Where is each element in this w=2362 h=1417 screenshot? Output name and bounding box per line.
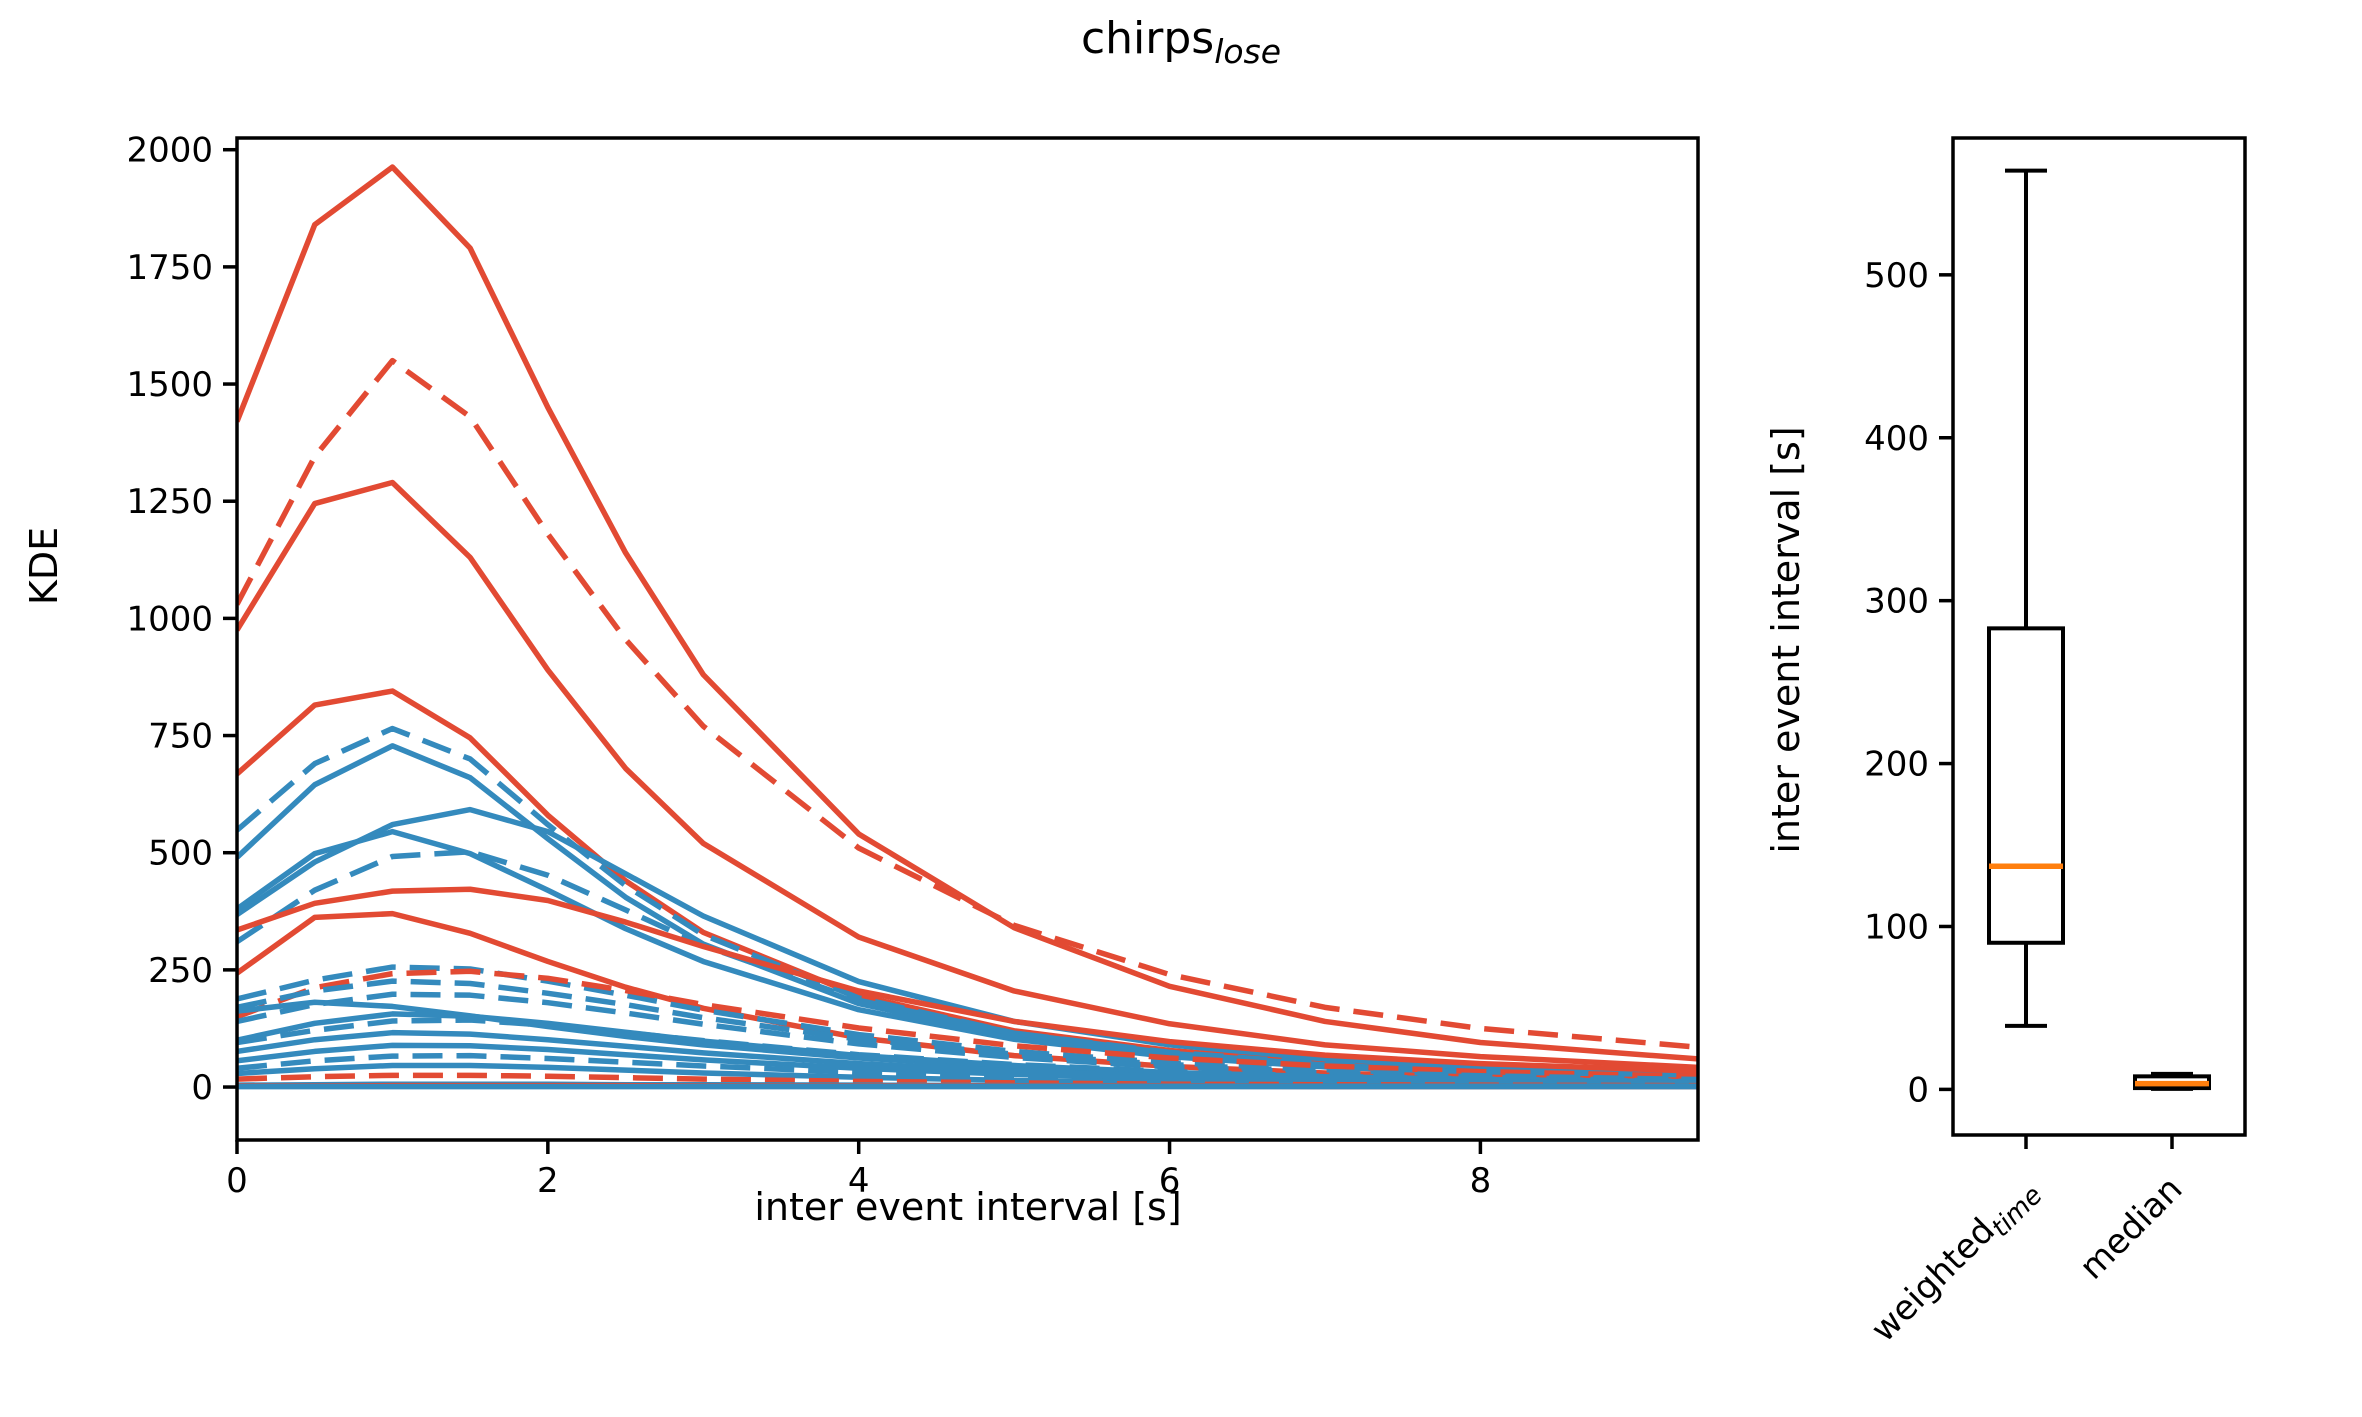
kde-x-axis-label: inter event interval [s] <box>754 1185 1182 1229</box>
kde-curve-red-solid-01 <box>237 164 1698 1062</box>
kde-x-tick-label: 2 <box>537 1161 559 1201</box>
box-spines <box>1951 136 2247 1137</box>
kde-curve-blue-dashed-21 <box>237 1052 1698 1088</box>
box-category-label: weightedtime <box>1863 1169 2048 1354</box>
box-y-tick-label: 0 <box>1907 1070 1929 1110</box>
kde-curves-group <box>237 164 1698 1090</box>
kde-curve-red-solid-03 <box>237 479 1698 1071</box>
box-y-tick-label: 100 <box>1864 907 1929 947</box>
box-y-tick-label: 400 <box>1864 419 1929 459</box>
kde-curve-red-dashed-02 <box>237 357 1698 1050</box>
kde-y-tick-label: 2000 <box>126 131 213 171</box>
figure-title-subscript: lose <box>1214 32 1282 71</box>
box-rect <box>1987 626 2065 945</box>
kde-x-tick-label: 4 <box>848 1161 870 1201</box>
kde-y-tick-label: 1000 <box>126 599 213 639</box>
kde-curve-blue-dashed-15 <box>237 991 1698 1083</box>
kde-y-tick-label: 1250 <box>126 482 213 522</box>
kde-y-tick-label: 0 <box>191 1068 213 1108</box>
kde-y-tick-label: 250 <box>148 951 213 991</box>
kde-curve-blue-dashed-18 <box>237 1017 1698 1085</box>
box-y-tick-label: 200 <box>1864 745 1929 785</box>
kde-plot-axes: 0 2 4 6 8 0 250 500 750 1000 1250 1500 1750 2000 <box>126 131 1700 1201</box>
kde-curve-red-dashed-13 <box>237 968 1698 1080</box>
kde-curve-red-solid-11 <box>237 910 1698 1084</box>
kde-curve-red-solid-10 <box>237 886 1698 1074</box>
box-y-tick-label: 500 <box>1864 256 1929 296</box>
kde-x-tick-label: 0 <box>226 1161 248 1201</box>
kde-curve-red-dashed-23 <box>237 1072 1698 1089</box>
kde-x-tick-label: 8 <box>1470 1161 1492 1201</box>
box-category-label: median <box>2072 1169 2190 1287</box>
kde-spines <box>235 136 1700 1142</box>
kde-y-tick-label: 1500 <box>126 365 213 405</box>
figure-title: chirpslose <box>1081 13 1281 71</box>
kde-curve-blue-dashed-14 <box>237 978 1698 1083</box>
kde-curve-blue-solid-07 <box>237 806 1698 1077</box>
kde-y-tick-label: 1750 <box>126 248 213 288</box>
boxplot-axes: 0 100 200 300 400 500 weightedtime median <box>1863 136 2247 1354</box>
kde-curve-blue-dashed-12 <box>237 964 1698 1082</box>
kde-x-tick-label: 6 <box>1159 1161 1181 1201</box>
kde-y-tick-label: 750 <box>148 717 213 757</box>
kde-curve-blue-solid-20 <box>237 1042 1698 1087</box>
figure-title-main: chirps <box>1080 13 1215 64</box>
box-y-tick-label: 300 <box>1864 582 1929 622</box>
kde-y-tick-label: 500 <box>148 834 213 874</box>
